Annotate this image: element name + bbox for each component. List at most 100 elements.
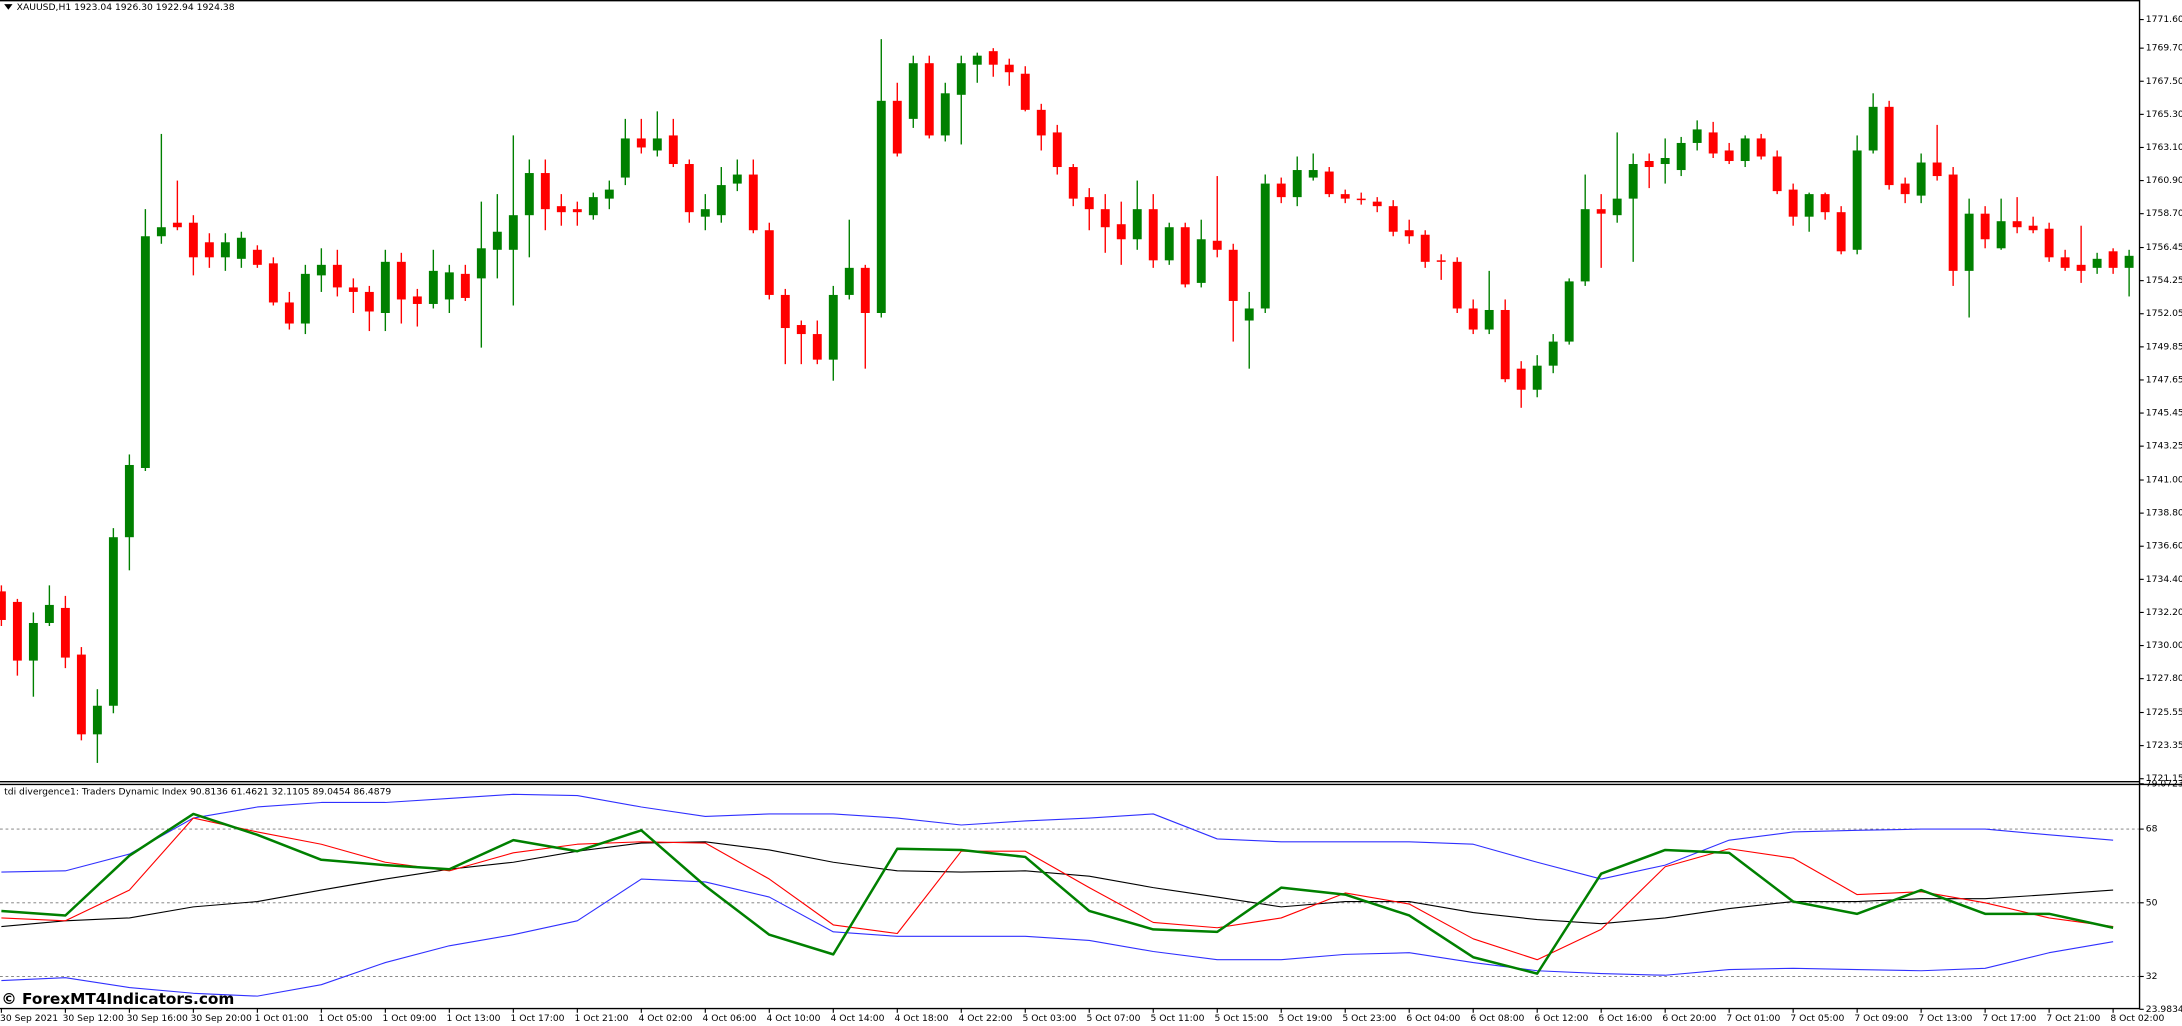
candle-body: [252, 249, 262, 265]
candle-body: [700, 209, 710, 217]
candle-body: [332, 264, 342, 288]
y-tick-label: 1743.25: [2146, 441, 2182, 452]
candle-body: [1532, 365, 1542, 390]
candle-body: [764, 230, 774, 295]
candle-body: [780, 294, 790, 329]
x-tick-label: 6 Oct 08:00: [1470, 1013, 1524, 1024]
candle-body: [1692, 129, 1702, 143]
candle-body: [1916, 162, 1926, 196]
y-tick-label: 23.9834: [2146, 1004, 2182, 1015]
candle-body: [1244, 308, 1254, 321]
y-tick-label: 1723.35: [2146, 740, 2182, 751]
candle-body: [284, 302, 294, 324]
candle-body: [1356, 198, 1366, 201]
indicator-title: tdi divergence1: Traders Dynamic Index 9…: [4, 787, 391, 798]
candle-body: [316, 264, 326, 276]
candle-body: [1900, 183, 1910, 195]
collapse-arrow: [4, 4, 13, 10]
x-tick-label: 6 Oct 20:00: [1662, 1013, 1716, 1024]
y-tick-label: 1727.80: [2146, 673, 2182, 684]
x-tick-label: 30 Sep 20:00: [191, 1013, 252, 1024]
candle-body: [1052, 132, 1062, 168]
candle-body: [460, 273, 470, 298]
candle-body: [940, 93, 950, 136]
candle-body: [1676, 142, 1686, 171]
x-tick-label: 4 Oct 22:00: [958, 1013, 1012, 1024]
main-title: XAUUSD,H1 1923.04 1926.30 1922.94 1924.3…: [17, 2, 235, 13]
candle-body: [1484, 309, 1494, 330]
candle-body: [380, 261, 390, 313]
candle-body: [908, 63, 918, 119]
candle-body: [2124, 255, 2134, 268]
y-tick-label: 1758.70: [2146, 208, 2182, 219]
y-tick-label: 1749.85: [2146, 341, 2182, 352]
candle-body: [1084, 197, 1094, 210]
candle-body: [1820, 194, 1830, 213]
x-tick-label: 5 Oct 15:00: [1214, 1013, 1268, 1024]
candle-body: [876, 100, 886, 313]
candle-body: [1068, 167, 1078, 199]
candle-body: [812, 334, 822, 360]
candle-body: [1980, 213, 1990, 240]
candle-body: [1020, 73, 1030, 110]
x-tick-label: 4 Oct 10:00: [767, 1013, 821, 1024]
candle-body: [1660, 158, 1670, 165]
y-tick-label: 1760.90: [2146, 175, 2182, 186]
candle-body: [684, 164, 694, 213]
y-tick-label: 1741.00: [2146, 475, 2182, 486]
candle-body: [972, 55, 982, 65]
y-tick-label: 1745.45: [2146, 408, 2182, 419]
candle-body: [1180, 227, 1190, 285]
candle-body: [364, 291, 374, 312]
candle-body: [220, 242, 230, 258]
candle-body: [604, 189, 614, 199]
candle-body: [428, 270, 438, 304]
y-tick-label: 1752.05: [2146, 308, 2182, 319]
x-tick-label: 6 Oct 12:00: [1534, 1013, 1588, 1024]
candle-body: [204, 242, 214, 258]
y-tick-label: 1765.30: [2146, 109, 2182, 120]
candle-body: [0, 591, 6, 620]
candle-body: [1340, 194, 1350, 199]
candle-body: [1516, 368, 1526, 390]
y-tick-label: 1767.50: [2146, 76, 2182, 87]
candle-body: [1036, 109, 1046, 136]
x-tick-label: 30 Sep 16:00: [127, 1013, 188, 1024]
candle-body: [44, 604, 54, 623]
candle-body: [1756, 138, 1766, 157]
candle-body: [2028, 225, 2038, 231]
y-tick-label: 1730.00: [2146, 640, 2182, 651]
candle-body: [1324, 171, 1334, 195]
candle-body: [1884, 106, 1894, 186]
candle-body: [2076, 264, 2086, 271]
y-tick-label: 1736.60: [2146, 541, 2182, 552]
x-tick-label: 4 Oct 14:00: [831, 1013, 885, 1024]
candle-body: [1644, 161, 1654, 168]
candle-body: [1964, 213, 1974, 271]
candle-body: [2044, 228, 2054, 258]
candle-body: [300, 273, 310, 324]
candle-body: [1628, 164, 1638, 199]
x-tick-label: 7 Oct 13:00: [1918, 1013, 1972, 1024]
candle-body: [124, 464, 134, 538]
candle-body: [92, 705, 102, 735]
candle-body: [540, 173, 550, 210]
candle-body: [1740, 138, 1750, 162]
candle-body: [1596, 209, 1606, 214]
y-tick-label: 1756.45: [2146, 242, 2182, 253]
candle-body: [1212, 240, 1222, 250]
x-tick-label: 6 Oct 16:00: [1598, 1013, 1652, 1024]
candle-body: [396, 261, 406, 300]
x-tick-label: 7 Oct 01:00: [1726, 1013, 1780, 1024]
y-tick-label: 1769.70: [2146, 43, 2182, 54]
x-tick-label: 5 Oct 19:00: [1278, 1013, 1332, 1024]
candle-body: [60, 607, 70, 658]
candle-body: [1788, 189, 1798, 217]
y-tick-label: 32: [2146, 971, 2158, 982]
x-tick-label: 30 Sep 2021: [0, 1013, 58, 1024]
candle-body: [476, 248, 486, 279]
x-tick-label: 4 Oct 18:00: [894, 1013, 948, 1024]
candle-body: [716, 185, 726, 216]
